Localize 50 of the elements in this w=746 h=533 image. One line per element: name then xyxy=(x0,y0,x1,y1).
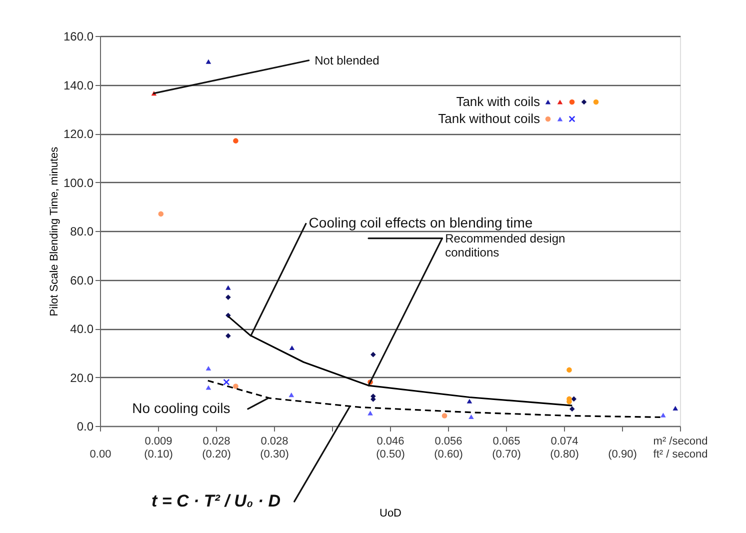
annotation: No cooling coils xyxy=(132,400,230,416)
y-axis-title: Pilot Scale Blending Time, minutes xyxy=(48,146,60,316)
point xyxy=(566,367,572,373)
point xyxy=(226,285,231,290)
y-tick-label: 80.0 xyxy=(70,224,94,238)
point xyxy=(158,211,164,217)
point xyxy=(206,385,212,390)
annotation: t = C · T² / U₀ · D xyxy=(151,492,281,511)
point xyxy=(660,412,666,418)
annotation: Recommended design conditions xyxy=(445,231,566,260)
point xyxy=(288,392,294,398)
point xyxy=(468,414,474,420)
legend-label: Tank without coils xyxy=(438,111,540,126)
legend-label: Tank with coils xyxy=(456,94,540,109)
x-tick-label: 0.00 xyxy=(90,448,112,460)
point xyxy=(571,396,577,402)
point xyxy=(233,384,238,389)
point xyxy=(226,333,231,338)
point xyxy=(206,59,212,64)
point xyxy=(442,413,448,418)
y-tick-label: 100.0 xyxy=(63,176,94,190)
point xyxy=(466,398,472,404)
point xyxy=(226,294,231,300)
y-tick-label: 20.0 xyxy=(70,370,94,385)
annotation: Not blended xyxy=(314,53,380,68)
point xyxy=(569,406,575,412)
x-tick-label: (0.90) xyxy=(608,448,637,460)
annotation: Cooling coil effects on blending time xyxy=(308,214,533,231)
x-tick-label: 0.009 (0.10) xyxy=(144,436,173,460)
y-tick-label: 40.0 xyxy=(70,322,94,336)
point xyxy=(233,138,238,144)
y-tick-label: 160.0 xyxy=(63,30,94,44)
point xyxy=(672,406,678,410)
y-tick-label: 0.0 xyxy=(76,420,94,434)
x-tick-label: 0.056 (0.60) xyxy=(434,436,463,460)
point xyxy=(370,352,376,358)
x-tick-label: 0.046 (0.50) xyxy=(376,436,405,460)
x-axis-title: UoD xyxy=(379,508,402,520)
x-tick-label: 0.028 (0.30) xyxy=(260,436,289,460)
point xyxy=(368,410,373,416)
y-tick-label: 60.0 xyxy=(70,273,94,288)
y-tick-label: 120.0 xyxy=(63,127,94,141)
point xyxy=(206,366,212,371)
point xyxy=(223,378,230,386)
y-tick-label: 140.0 xyxy=(63,78,94,92)
x-tick-label: m² /second ft² / second xyxy=(653,436,708,460)
point xyxy=(289,345,295,350)
x-tick-label: 0.065 (0.70) xyxy=(492,436,521,460)
x-tick-label: 0.074 (0.80) xyxy=(550,436,579,460)
x-tick-label: 0.028 (0.20) xyxy=(202,436,231,460)
